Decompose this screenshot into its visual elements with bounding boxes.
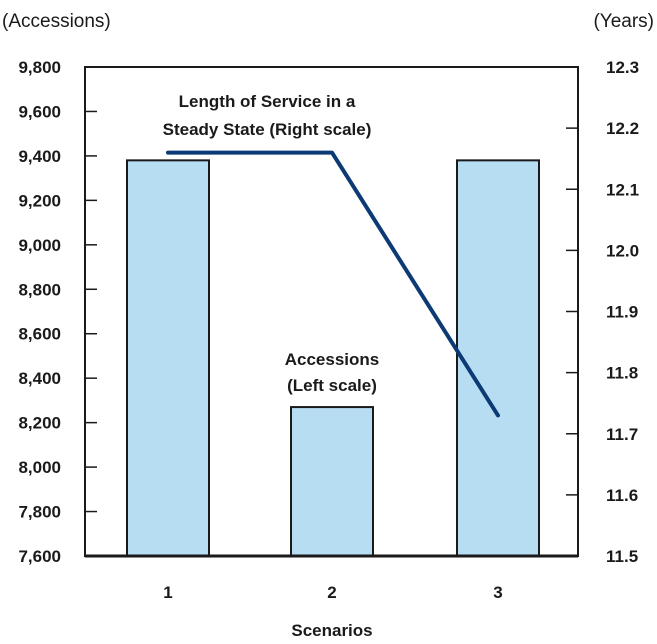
right-tick-label: 11.7: [606, 425, 638, 444]
left-tick-label: 8,800: [18, 280, 61, 299]
category-label-2: 2: [327, 583, 336, 602]
right-axis-unit-label: (Years): [593, 11, 654, 32]
category-labels: 1 2 3: [163, 583, 502, 602]
category-label-1: 1: [163, 583, 172, 602]
left-tick-label: 8,600: [18, 325, 61, 344]
x-axis-title: Scenarios: [291, 621, 372, 640]
line-layer: [166, 150, 500, 418]
left-tick-label: 9,400: [18, 147, 61, 166]
left-tick-label: 7,600: [18, 547, 61, 566]
bar-scenario-1: [126, 159, 210, 557]
right-axis-ticks: 11.5 11.6 11.7 11.8 11.9 12.0 12.1 12.2 12.3: [566, 58, 639, 566]
bar-scenario-2: [290, 406, 374, 557]
left-tick-label: 8,000: [18, 458, 61, 477]
left-axis-ticks: 7,600 7,800 8,000 8,200 8,400 8,600 8,800 9,000…: [18, 58, 97, 566]
length-of-service-line: [166, 150, 500, 418]
category-label-3: 3: [493, 583, 502, 602]
right-tick-label: 11.8: [606, 364, 638, 383]
right-tick-label: 11.5: [606, 547, 638, 566]
bar-annotation-line1: Accessions: [285, 350, 380, 369]
line-annotation-line2: Steady State (Right scale): [163, 120, 372, 139]
bars-layer: [126, 159, 540, 557]
right-tick-label: 12.2: [606, 119, 639, 138]
left-tick-label: 7,800: [18, 503, 61, 522]
left-tick-label: 9,000: [18, 236, 61, 255]
right-tick-label: 11.6: [606, 486, 638, 505]
right-tick-label: 12.3: [606, 58, 639, 77]
right-tick-label: 12.0: [606, 241, 639, 260]
left-tick-label: 9,600: [18, 102, 61, 121]
left-tick-label: 8,400: [18, 369, 61, 388]
left-axis-unit-label: (Accessions): [2, 11, 111, 32]
left-tick-label: 8,200: [18, 414, 61, 433]
left-tick-label: 9,800: [18, 58, 61, 77]
right-tick-label: 11.9: [606, 303, 638, 322]
line-annotation-line1: Length of Service in a: [179, 92, 356, 111]
left-tick-label: 9,200: [18, 191, 61, 210]
bar-annotation-line2: (Left scale): [287, 376, 377, 395]
right-tick-label: 12.1: [606, 180, 639, 199]
bar-scenario-3: [456, 159, 540, 557]
